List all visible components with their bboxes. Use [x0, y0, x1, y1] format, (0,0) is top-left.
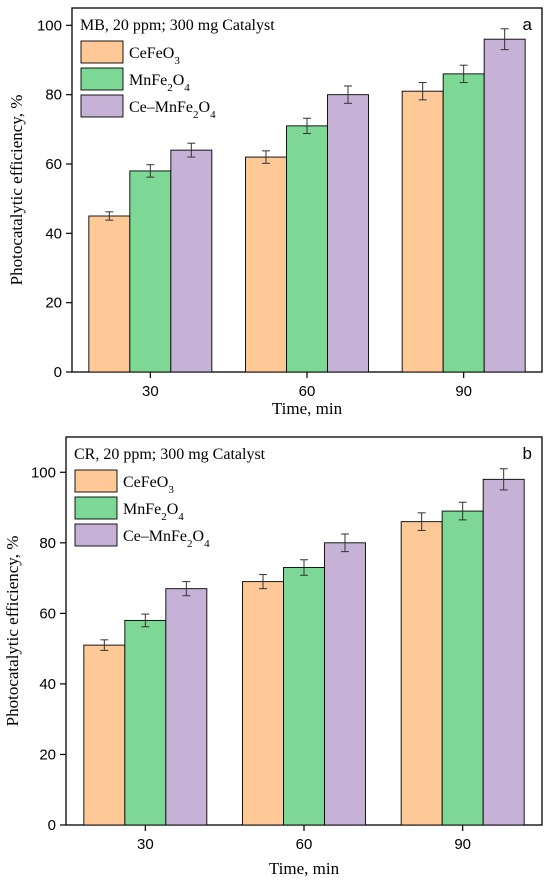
y-tick-label: 20: [39, 746, 56, 763]
x-tick-label: 90: [454, 836, 471, 853]
bar-MnFe2O4-30: [129, 170, 172, 373]
bar-Ce-MnFe2O4-90: [483, 38, 526, 373]
legend-label-Ce-MnFe2O4: Ce–MnFe2O4: [123, 528, 210, 550]
bar-Ce-MnFe2O4-60: [327, 94, 369, 373]
chart-panel-a: 0 20 40 60 80 100 30 60 90 Time, min Photocatalyti…: [7, 7, 543, 418]
bar-CeFeO3-60: [245, 156, 287, 373]
x-tick-label: 30: [142, 383, 159, 400]
bar-MnFe2O4-90: [442, 73, 485, 373]
y-tick-label: 60: [45, 156, 62, 173]
x-tick-label: 60: [296, 836, 313, 853]
x-tick-label: 30: [137, 836, 154, 853]
bar-CeFeO3-30: [83, 644, 126, 826]
legend-swatch-MnFe2O4: [74, 496, 118, 520]
bar-MnFe2O4-90: [441, 510, 484, 826]
bar-MnFe2O4-30: [124, 619, 167, 826]
legend-label-Ce-MnFe2O4: Ce–MnFe2O4: [129, 99, 216, 121]
y-axis-title: Photocatalytic efficiency, %: [7, 95, 26, 286]
y-tick-label: 100: [37, 17, 62, 34]
bar-Ce-MnFe2O4-60: [324, 542, 366, 826]
legend-label-CeFeO3: CeFeO3: [129, 45, 180, 67]
bar-CeFeO3-90: [400, 521, 443, 826]
legend: CeFeO3 MnFe2O4 Ce–MnFe2O4: [74, 469, 210, 550]
y-tick-label: 60: [39, 605, 56, 622]
legend-swatch-Ce-MnFe2O4: [80, 94, 124, 118]
y-tick-label: 0: [48, 817, 56, 834]
y-axis-title: Photocatalytic efficiency, %: [3, 536, 22, 727]
x-axis-title: Time, min: [272, 399, 343, 418]
legend: CeFeO3 MnFe2O4 Ce–MnFe2O4: [80, 40, 216, 121]
y-tick-label: 40: [45, 225, 62, 242]
y-tick-label: 80: [45, 87, 62, 104]
legend-swatch-CeFeO3: [74, 469, 118, 493]
bar-CeFeO3-60: [242, 581, 284, 826]
chart-panel-b: 0 20 40 60 80 100 30 60 90 Time, min Photocatalyti…: [3, 436, 543, 878]
bar-Ce-MnFe2O4-30: [165, 588, 208, 826]
bar-Ce-MnFe2O4-90: [482, 478, 525, 826]
bar-CeFeO3-30: [88, 215, 131, 373]
legend-label-CeFeO3: CeFeO3: [123, 474, 174, 496]
bar-Ce-MnFe2O4-30: [170, 149, 213, 373]
x-tick-label: 60: [299, 383, 316, 400]
bar-CeFeO3-90: [401, 90, 444, 373]
legend-swatch-Ce-MnFe2O4: [74, 523, 118, 547]
y-tick-label: 100: [31, 464, 56, 481]
x-tick-label: 90: [455, 383, 472, 400]
legend-swatch-MnFe2O4: [80, 67, 124, 91]
x-axis-title: Time, min: [269, 859, 340, 878]
y-tick-label: 0: [54, 364, 62, 381]
y-tick-label: 20: [45, 295, 62, 312]
bar-MnFe2O4-60: [283, 567, 325, 826]
y-tick-label: 40: [39, 676, 56, 693]
bar-MnFe2O4-60: [286, 125, 328, 373]
legend-label-MnFe2O4: MnFe2O4: [129, 72, 190, 94]
legend-swatch-CeFeO3: [80, 40, 124, 64]
panel-letter: b: [523, 444, 532, 463]
y-tick-label: 80: [39, 535, 56, 552]
legend-label-MnFe2O4: MnFe2O4: [123, 501, 184, 523]
panel-letter: a: [523, 15, 533, 34]
condition-annotation: CR, 20 ppm; 300 mg Catalyst: [74, 446, 266, 463]
condition-annotation: MB, 20 ppm; 300 mg Catalyst: [80, 17, 275, 34]
